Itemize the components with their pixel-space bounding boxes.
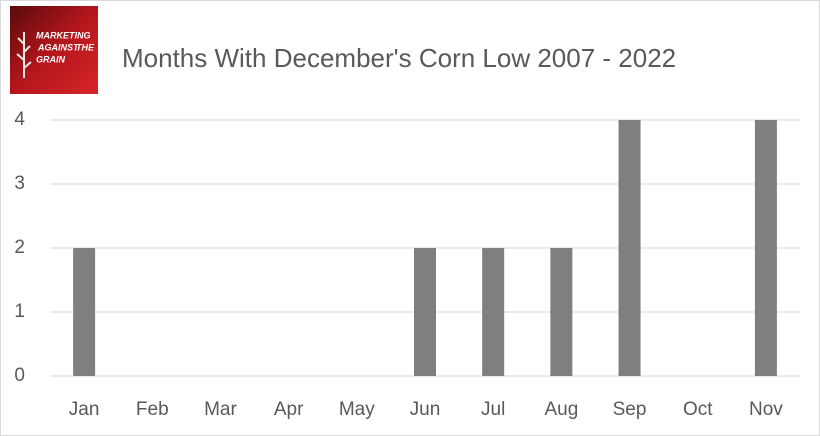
x-tick-label: Oct <box>683 399 713 420</box>
bar <box>754 120 777 376</box>
logo-icon <box>16 32 32 78</box>
x-tick-label: Feb <box>136 399 169 420</box>
y-tick-label: 4 <box>14 109 25 130</box>
x-tick-label: Sep <box>613 399 647 420</box>
x-tick-label: Jul <box>481 399 505 420</box>
logo-text: GRAIN <box>36 54 66 64</box>
bar <box>550 248 573 376</box>
bar <box>482 248 505 376</box>
x-tick-label: Mar <box>204 399 237 420</box>
x-tick-label: Aug <box>544 399 578 420</box>
chart-title: Months With December's Corn Low 2007 - 2… <box>122 43 676 73</box>
logo-text: MARKETING <box>36 30 91 40</box>
y-tick-label: 3 <box>14 173 25 194</box>
y-tick-label: 0 <box>14 365 25 386</box>
y-tick-label: 1 <box>14 301 25 322</box>
y-tick-label: 2 <box>14 237 25 258</box>
x-tick-label: May <box>339 399 375 420</box>
x-tick-label: Apr <box>274 399 304 420</box>
x-tick-label: Nov <box>749 399 783 420</box>
bar <box>73 248 96 376</box>
logo: MARKETING AGAINST THE GRAIN <box>10 6 98 94</box>
x-tick-label: Jan <box>69 399 100 420</box>
logo-text: AGAINST <box>37 42 80 52</box>
logo-text: THE <box>76 42 95 52</box>
bar <box>414 248 436 376</box>
bar <box>618 120 641 376</box>
x-tick-label: Jun <box>410 399 441 420</box>
